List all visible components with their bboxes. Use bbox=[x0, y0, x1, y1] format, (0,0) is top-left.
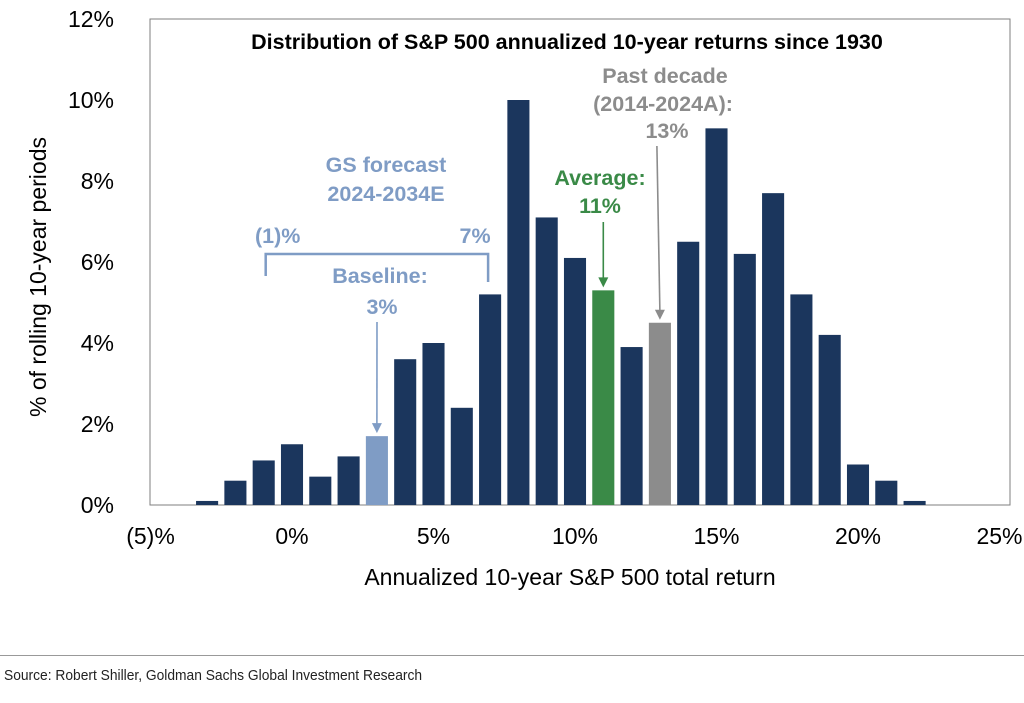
bar bbox=[252, 460, 275, 505]
y-axis-ticks: 0% 2% 4% 6% 8% 10% 12% bbox=[68, 6, 114, 518]
x-tick-label: 10% bbox=[552, 523, 598, 549]
bar bbox=[733, 253, 756, 505]
y-tick-label: 10% bbox=[68, 87, 114, 113]
bar bbox=[620, 347, 643, 505]
bar bbox=[507, 100, 530, 505]
x-axis-label: Annualized 10-year S&P 500 total return bbox=[364, 564, 775, 590]
past-decade-value: 13% bbox=[645, 119, 688, 143]
x-axis-ticks: (5)% 0% 5% 10% 15% 20% 25% bbox=[126, 523, 1022, 549]
bar bbox=[846, 464, 870, 505]
bar bbox=[875, 480, 898, 505]
past-decade-annotation: Past decade (2014-2024A): 13% bbox=[593, 64, 733, 143]
average-value: 11% bbox=[579, 194, 621, 218]
histogram-bars bbox=[196, 100, 926, 505]
average-label: Average: bbox=[554, 166, 645, 190]
x-tick-label: (5)% bbox=[126, 523, 175, 549]
bar bbox=[677, 241, 700, 505]
bar bbox=[365, 436, 388, 505]
forecast-annotation: GS forecast 2024-2034E (1)% 7% Baseline:… bbox=[255, 153, 491, 319]
bar bbox=[224, 480, 247, 505]
x-tick-label: 5% bbox=[417, 523, 450, 549]
x-tick-label: 15% bbox=[693, 523, 739, 549]
source-note: Source: Robert Shiller, Goldman Sachs Gl… bbox=[4, 667, 423, 684]
baseline-label: Baseline: bbox=[332, 264, 428, 288]
x-tick-label: 25% bbox=[976, 523, 1022, 549]
bar bbox=[648, 322, 671, 505]
bar bbox=[422, 343, 445, 505]
forecast-range-low: (1)% bbox=[255, 224, 300, 248]
bar bbox=[535, 217, 558, 505]
past-decade-label-line2: (2014-2024A): bbox=[593, 92, 733, 116]
bar bbox=[790, 294, 813, 505]
bar bbox=[705, 128, 728, 505]
forecast-range-high: 7% bbox=[460, 224, 491, 248]
y-tick-label: 4% bbox=[81, 330, 114, 356]
average-arrow bbox=[598, 222, 609, 288]
bar bbox=[309, 476, 332, 505]
source-divider bbox=[0, 655, 1024, 656]
bar bbox=[479, 294, 502, 505]
bar bbox=[563, 257, 587, 505]
bar bbox=[903, 500, 926, 505]
forecast-title-line2: 2024-2034E bbox=[327, 182, 444, 206]
bar bbox=[818, 334, 841, 505]
y-axis-label: % of rolling 10-year periods bbox=[25, 137, 51, 417]
bar bbox=[762, 193, 785, 505]
bar bbox=[394, 359, 417, 505]
x-tick-label: 0% bbox=[275, 523, 308, 549]
bar bbox=[337, 456, 360, 505]
x-tick-label: 20% bbox=[835, 523, 881, 549]
y-tick-label: 6% bbox=[81, 249, 114, 275]
histogram-chart: 0% 2% 4% 6% 8% 10% 12% (5)% 0% 5% 10% 15% 20% 25% Di… bbox=[25, 6, 1023, 590]
baseline-value: 3% bbox=[366, 295, 397, 319]
chart-title: Distribution of S&P 500 annualized 10-ye… bbox=[251, 30, 883, 54]
baseline-arrow bbox=[371, 321, 382, 434]
forecast-title-line1: GS forecast bbox=[326, 153, 447, 177]
bar bbox=[450, 407, 473, 505]
y-tick-label: 12% bbox=[68, 6, 114, 32]
bar bbox=[196, 500, 219, 505]
bar bbox=[280, 444, 304, 505]
average-annotation: Average: 11% bbox=[554, 166, 645, 218]
y-tick-label: 8% bbox=[81, 168, 114, 194]
annotation-arrows bbox=[371, 145, 665, 434]
bar bbox=[592, 290, 615, 505]
y-tick-label: 0% bbox=[81, 492, 114, 518]
y-tick-label: 2% bbox=[81, 411, 114, 437]
past-decade-arrow bbox=[654, 145, 665, 320]
past-decade-label-line1: Past decade bbox=[602, 64, 728, 88]
forecast-range-bracket bbox=[264, 252, 490, 282]
